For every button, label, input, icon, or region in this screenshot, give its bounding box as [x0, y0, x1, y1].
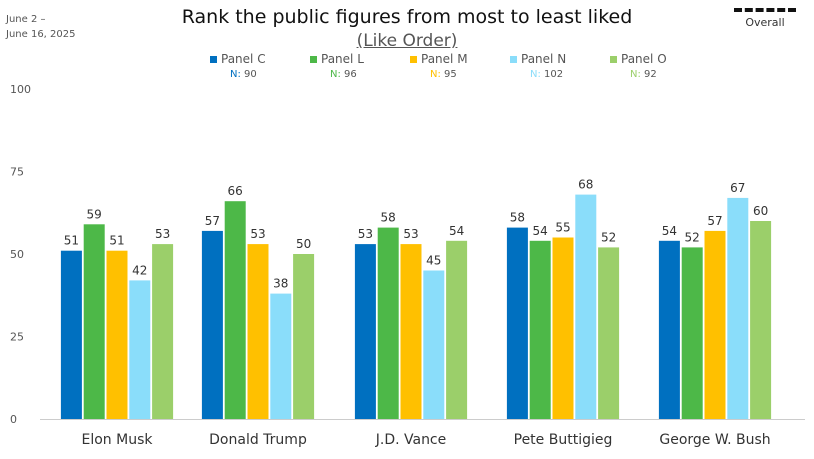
data-label: 53: [250, 227, 265, 241]
data-label: 58: [510, 211, 525, 225]
legend-n: N: 90: [230, 69, 257, 80]
legend: Panel C N: 90 Panel L N: 96 Panel M N: 95 Pane…: [210, 52, 710, 80]
legend-swatch: [510, 56, 517, 63]
legend-n: N: 102: [530, 69, 564, 80]
bar: [354, 244, 376, 419]
bar: [658, 240, 680, 419]
bar: [247, 244, 269, 419]
data-label: 54: [449, 224, 464, 238]
data-label: 45: [426, 254, 441, 268]
data-label: 50: [296, 237, 311, 251]
legend-label: Panel M: [421, 52, 468, 66]
x-tick-label: George W. Bush: [659, 432, 770, 448]
bar: [224, 201, 246, 419]
data-label: 66: [228, 184, 243, 198]
data-label: 57: [205, 214, 220, 228]
data-label: 60: [753, 204, 768, 218]
legend-n: N: 95: [430, 69, 457, 80]
bar: [129, 280, 151, 419]
bar: [400, 244, 422, 419]
bar: [529, 240, 551, 419]
data-label: 55: [555, 221, 570, 235]
legend-item: Panel C N: 90: [210, 52, 310, 80]
data-label: 54: [533, 224, 548, 238]
legend-label: Panel C: [221, 52, 266, 66]
data-label: 53: [358, 227, 373, 241]
overall-legend: Overall: [730, 8, 800, 29]
chart-title: Rank the public figures from most to lea…: [181, 6, 633, 28]
bar: [270, 293, 292, 419]
bar: [423, 270, 445, 419]
data-label: 51: [109, 234, 124, 248]
x-tick-label: Pete Buttigieg: [514, 432, 613, 448]
bar: [506, 227, 528, 419]
bar: [83, 224, 105, 419]
legend-item: Panel N N: 102: [510, 52, 610, 80]
legend-label: Panel O: [621, 52, 667, 66]
legend-n: N: 92: [630, 69, 657, 80]
dashed-line-icon: [734, 8, 796, 12]
legend-swatch: [210, 56, 217, 63]
bar: [201, 230, 223, 419]
y-tick-label: 75: [10, 166, 24, 179]
data-label: 59: [87, 207, 102, 221]
bar: [598, 247, 620, 419]
chart-subtitle: (Like Order): [356, 31, 458, 51]
date-range: June 2 – June 16, 2025: [6, 12, 76, 42]
legend-swatch: [410, 56, 417, 63]
bar: [681, 247, 703, 419]
data-label: 53: [403, 227, 418, 241]
data-label: 42: [132, 263, 147, 277]
bar: [727, 197, 749, 419]
legend-item: Panel O N: 92: [610, 52, 710, 80]
legend-item: Panel M N: 95: [410, 52, 510, 80]
data-label: 54: [662, 224, 677, 238]
data-label: 52: [685, 230, 700, 244]
bar: [575, 194, 597, 419]
x-tick-label: J.D. Vance: [375, 432, 447, 448]
data-label: 58: [381, 211, 396, 225]
bar: [60, 250, 82, 419]
bar: [377, 227, 399, 419]
date-start: June 2 –: [6, 14, 46, 25]
data-label: 52: [601, 230, 616, 244]
overall-label: Overall: [745, 16, 785, 29]
bar: [552, 237, 574, 419]
data-label: 57: [707, 214, 722, 228]
data-label: 51: [64, 234, 79, 248]
data-label: 67: [730, 181, 745, 195]
y-tick-label: 100: [10, 83, 31, 96]
data-label: 68: [578, 178, 593, 192]
x-tick-label: Elon Musk: [82, 432, 154, 448]
legend-swatch: [310, 56, 317, 63]
bar: [704, 230, 726, 419]
legend-label: Panel L: [321, 52, 364, 66]
legend-label: Panel N: [521, 52, 567, 66]
bar: [446, 240, 468, 419]
y-tick-label: 0: [10, 413, 17, 426]
date-end: June 16, 2025: [6, 29, 76, 40]
bar: [152, 244, 174, 419]
legend-n: N: 96: [330, 69, 357, 80]
bar: [750, 221, 772, 419]
legend-item: Panel L N: 96: [310, 52, 410, 80]
y-tick-label: 25: [10, 331, 24, 344]
bar: [106, 250, 128, 419]
y-tick-label: 50: [10, 248, 24, 261]
bar: [293, 254, 315, 419]
data-label: 53: [155, 227, 170, 241]
legend-swatch: [610, 56, 617, 63]
x-tick-label: Donald Trump: [209, 432, 307, 448]
data-label: 38: [273, 277, 288, 291]
